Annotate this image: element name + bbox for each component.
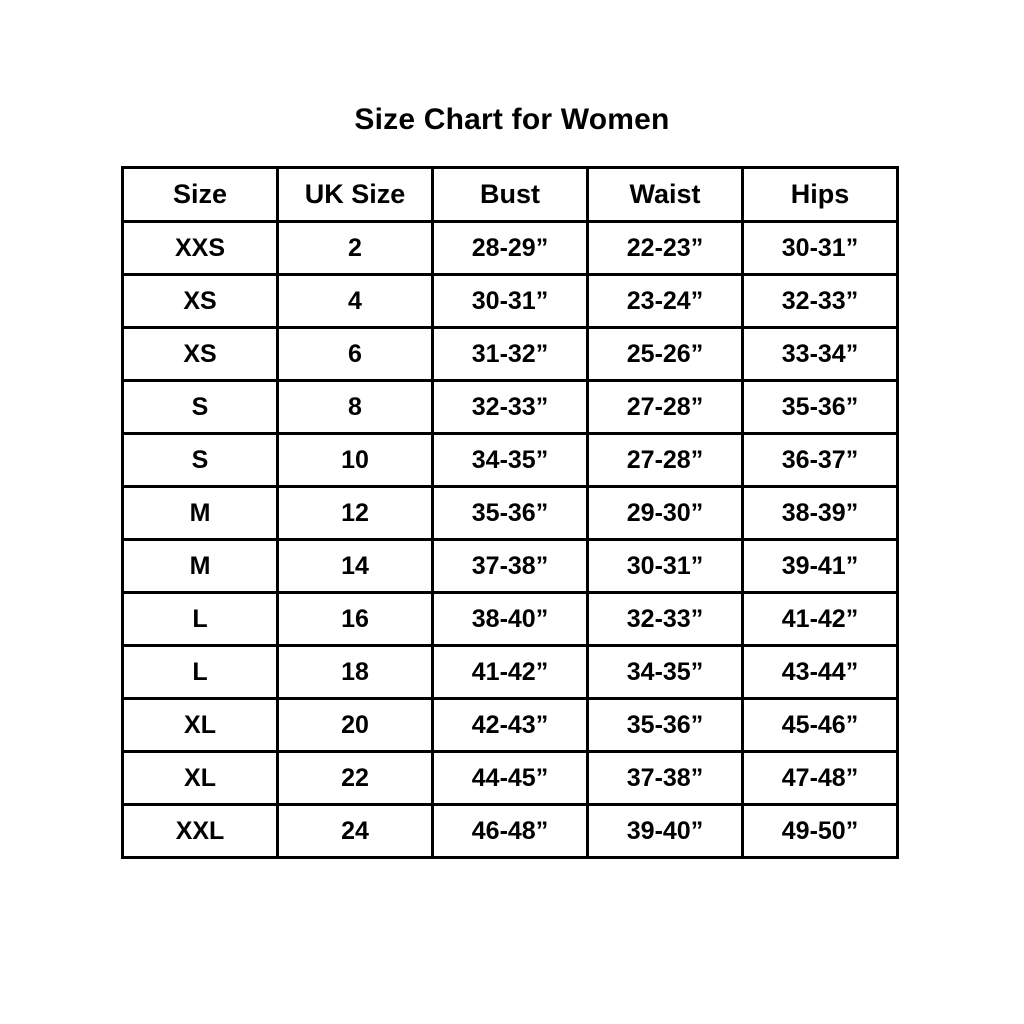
table-cell: 46-48” — [431, 803, 589, 859]
table-cell: 22-23” — [586, 220, 744, 276]
table-cell: 31-32” — [431, 326, 589, 382]
table-cell: 39-40” — [586, 803, 744, 859]
table-header-cell: Hips — [741, 166, 899, 223]
table-cell: XL — [121, 750, 279, 806]
table-cell: 25-26” — [586, 326, 744, 382]
table-cell: 44-45” — [431, 750, 589, 806]
table-cell: 4 — [276, 273, 434, 329]
table-cell: 10 — [276, 432, 434, 488]
table-cell: 47-48” — [741, 750, 899, 806]
table-row: Size UK Size Bust Waist Hips — [121, 166, 899, 223]
table-row: XXS 2 28-29” 22-23” 30-31” — [121, 220, 899, 276]
table-body: XXS 2 28-29” 22-23” 30-31” XS 4 30-31” 23-24” 32-… — [121, 220, 899, 859]
table-cell: 32-33” — [586, 591, 744, 647]
table-cell: 23-24” — [586, 273, 744, 329]
table-cell: XXL — [121, 803, 279, 859]
table-cell: 41-42” — [741, 591, 899, 647]
table-cell: M — [121, 485, 279, 541]
table-header-cell: Size — [121, 166, 279, 223]
table-cell: S — [121, 379, 279, 435]
table-header-row: Size UK Size Bust Waist Hips — [121, 166, 899, 223]
table-cell: S — [121, 432, 279, 488]
table-cell: 43-44” — [741, 644, 899, 700]
table-header-cell: UK Size — [276, 166, 434, 223]
table-cell: 35-36” — [586, 697, 744, 753]
table-cell: 12 — [276, 485, 434, 541]
table-cell: L — [121, 591, 279, 647]
table-cell: M — [121, 538, 279, 594]
table-row: S 8 32-33” 27-28” 35-36” — [121, 379, 899, 435]
table-cell: 27-28” — [586, 432, 744, 488]
table-cell: 35-36” — [431, 485, 589, 541]
table-cell: 20 — [276, 697, 434, 753]
table-cell: L — [121, 644, 279, 700]
table-cell: 16 — [276, 591, 434, 647]
table-cell: XS — [121, 326, 279, 382]
table-cell: XS — [121, 273, 279, 329]
table-row: XL 20 42-43” 35-36” 45-46” — [121, 697, 899, 753]
table-cell: 49-50” — [741, 803, 899, 859]
table-cell: 41-42” — [431, 644, 589, 700]
table-cell: 18 — [276, 644, 434, 700]
table-row: XXL 24 46-48” 39-40” 49-50” — [121, 803, 899, 859]
table-cell: 27-28” — [586, 379, 744, 435]
table-cell: 38-40” — [431, 591, 589, 647]
table-row: L 16 38-40” 32-33” 41-42” — [121, 591, 899, 647]
table-cell: 30-31” — [586, 538, 744, 594]
table-row: M 12 35-36” 29-30” 38-39” — [121, 485, 899, 541]
table-cell: 39-41” — [741, 538, 899, 594]
table-header-cell: Waist — [586, 166, 744, 223]
table-cell: 8 — [276, 379, 434, 435]
table-cell: 2 — [276, 220, 434, 276]
table-cell: 37-38” — [586, 750, 744, 806]
table-cell: 35-36” — [741, 379, 899, 435]
table-cell: 29-30” — [586, 485, 744, 541]
table-row: XS 4 30-31” 23-24” 32-33” — [121, 273, 899, 329]
page-title: Size Chart for Women — [354, 103, 670, 136]
table-cell: 30-31” — [431, 273, 589, 329]
table-cell: 36-37” — [741, 432, 899, 488]
table-cell: 38-39” — [741, 485, 899, 541]
table-cell: 34-35” — [431, 432, 589, 488]
table-cell: XL — [121, 697, 279, 753]
table-cell: 28-29” — [431, 220, 589, 276]
table-row: S 10 34-35” 27-28” 36-37” — [121, 432, 899, 488]
table-row: XS 6 31-32” 25-26” 33-34” — [121, 326, 899, 382]
table-cell: 37-38” — [431, 538, 589, 594]
table-cell: 32-33” — [431, 379, 589, 435]
table-cell: 42-43” — [431, 697, 589, 753]
table-header-cell: Bust — [431, 166, 589, 223]
table-cell: 34-35” — [586, 644, 744, 700]
table-row: XL 22 44-45” 37-38” 47-48” — [121, 750, 899, 806]
table-row: L 18 41-42” 34-35” 43-44” — [121, 644, 899, 700]
table-cell: XXS — [121, 220, 279, 276]
table-cell: 24 — [276, 803, 434, 859]
table-cell: 6 — [276, 326, 434, 382]
table-cell: 32-33” — [741, 273, 899, 329]
table-cell: 33-34” — [741, 326, 899, 382]
table-row: M 14 37-38” 30-31” 39-41” — [121, 538, 899, 594]
table-cell: 30-31” — [741, 220, 899, 276]
table-cell: 22 — [276, 750, 434, 806]
table-cell: 14 — [276, 538, 434, 594]
table-cell: 45-46” — [741, 697, 899, 753]
size-chart-table: Size UK Size Bust Waist Hips XXS 2 28-29” 22-23… — [121, 166, 899, 859]
